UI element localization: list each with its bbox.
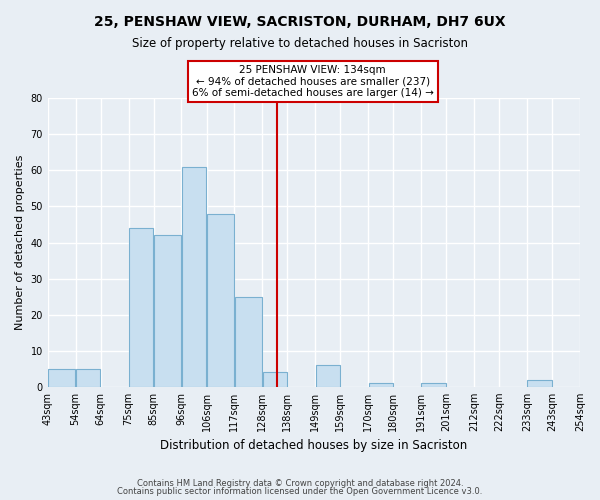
Text: Contains public sector information licensed under the Open Government Licence v3: Contains public sector information licen… [118, 487, 482, 496]
Bar [154, 236, 181, 387]
Y-axis label: Number of detached properties: Number of detached properties [15, 155, 25, 330]
Text: Size of property relative to detached houses in Sacriston: Size of property relative to detached ho… [132, 38, 468, 51]
Text: Contains HM Land Registry data © Crown copyright and database right 2024.: Contains HM Land Registry data © Crown c… [137, 478, 463, 488]
Bar [235, 296, 262, 387]
Bar [207, 214, 234, 387]
Bar [48, 369, 75, 387]
Bar [368, 383, 393, 387]
Bar [263, 372, 287, 387]
X-axis label: Distribution of detached houses by size in Sacriston: Distribution of detached houses by size … [160, 440, 467, 452]
Bar [182, 166, 206, 387]
Bar [527, 380, 552, 387]
Bar [316, 365, 340, 387]
Text: 25, PENSHAW VIEW, SACRISTON, DURHAM, DH7 6UX: 25, PENSHAW VIEW, SACRISTON, DURHAM, DH7… [94, 15, 506, 29]
Bar [129, 228, 154, 387]
Bar [76, 369, 100, 387]
Bar [421, 383, 446, 387]
Text: 25 PENSHAW VIEW: 134sqm
← 94% of detached houses are smaller (237)
6% of semi-de: 25 PENSHAW VIEW: 134sqm ← 94% of detache… [191, 65, 434, 98]
